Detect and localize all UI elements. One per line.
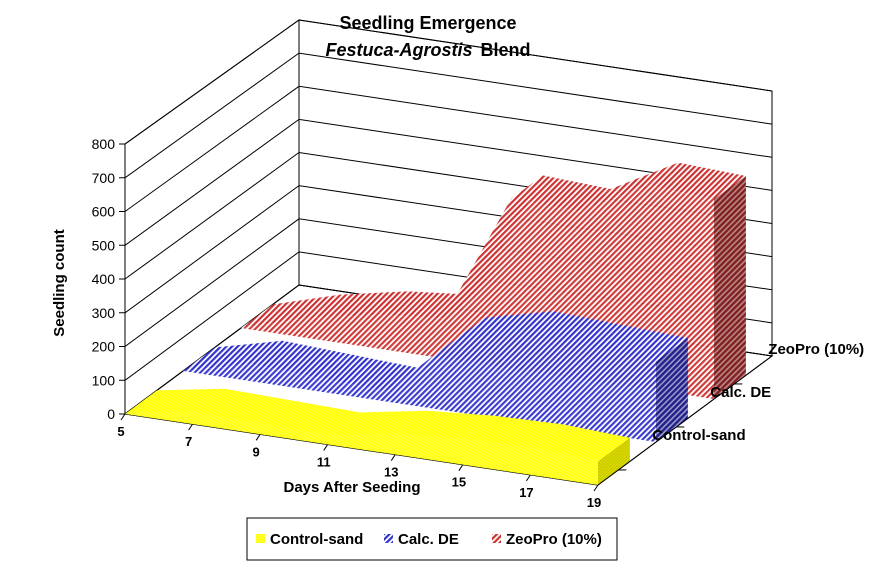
legend-swatch-control-sand: [256, 534, 265, 543]
x-tick-label: 19: [587, 495, 601, 510]
x-tick-mark: [593, 484, 599, 492]
y-tick-label: 500: [92, 237, 116, 253]
legend-swatch-calc-de: [384, 534, 393, 543]
x-tick-mark: [526, 474, 531, 482]
y-tick-label: 600: [92, 204, 116, 220]
surface-segment: [520, 311, 621, 348]
series-1-ribbon: [183, 311, 688, 442]
legend-swatch-zeopro: [492, 534, 501, 543]
end-cap: [598, 437, 630, 485]
surface-segment: [530, 424, 630, 462]
x-tick-mark: [458, 464, 464, 471]
end-cap: [656, 338, 688, 442]
legend-label-zeopro: ZeoPro (10%): [506, 531, 602, 548]
x-tick-mark: [120, 413, 126, 421]
gridline: [124, 85, 773, 212]
chart-subtitle-italic: Festuca-Agrostis: [325, 40, 472, 60]
x-tick-label: 5: [117, 424, 124, 439]
x-axis-tick-labels: 5 7 9 11 13 15 17 19: [117, 413, 601, 510]
y-tick-label: 700: [92, 170, 116, 186]
gridline: [124, 19, 773, 145]
series-surfaces: [125, 162, 746, 485]
series-axis-label: Control-sand: [652, 427, 745, 444]
legend-label-control-sand: Control-sand: [270, 531, 363, 548]
surface-segment: [260, 400, 360, 436]
y-tick-label: 400: [92, 271, 116, 287]
x-tick-mark: [390, 454, 396, 461]
x-tick-mark: [188, 423, 193, 431]
surface-segment: [318, 354, 418, 392]
front-face: [183, 334, 656, 442]
x-tick-label: 11: [317, 454, 331, 469]
chart-title: Seedling Emergence: [339, 13, 516, 33]
surface-segment: [462, 415, 563, 448]
surface-segment: [646, 162, 746, 199]
surface-segment: [125, 388, 225, 414]
gridline: [124, 118, 773, 246]
front-face: [125, 412, 598, 485]
x-tick-label: 7: [185, 434, 192, 449]
legend: Control-sand Calc. DE ZeoPro (10%): [246, 517, 618, 561]
surface-segment: [327, 410, 428, 436]
series-axis-label: ZeoPro (10%): [768, 341, 864, 358]
x-tick-mark: [255, 434, 261, 441]
surface-segment: [308, 291, 408, 319]
x-tick-label: 13: [384, 465, 398, 480]
surface-segment: [578, 162, 679, 212]
series-axis-labels: Control-sand Calc. DE ZeoPro (10%): [597, 341, 864, 486]
y-tick-label: 0: [107, 406, 115, 422]
surface-segment: [250, 340, 350, 378]
chart-subtitle-rest: Blend: [481, 40, 531, 60]
x-tick-mark: [323, 444, 329, 451]
y-tick-label: 200: [92, 339, 116, 355]
x-tick-label: 9: [253, 444, 260, 459]
depth-axis-line: [597, 355, 773, 486]
surface-segment: [241, 294, 341, 328]
y-axis-tick-labels: 0 100 200 300 400 500 600 700 800: [92, 136, 116, 422]
surface-segment: [183, 340, 283, 371]
y-tick-label: 800: [92, 136, 116, 152]
surface-segment: [588, 324, 688, 362]
surface-segment: [395, 410, 495, 440]
y-tick-label: 100: [92, 372, 116, 388]
y-axis-label: Seedling count: [51, 229, 68, 337]
x-axis-label: Days After Seeding: [284, 479, 421, 496]
legend-box: [246, 517, 618, 561]
series-axis-label: Calc. DE: [710, 384, 771, 401]
end-cap: [714, 176, 746, 399]
surface-segment: [453, 311, 553, 342]
gridline: [124, 52, 773, 179]
series-0-ribbon: [125, 388, 630, 485]
surface-segment: [192, 388, 292, 425]
y-tick-label: 300: [92, 305, 116, 321]
surface-segment: [511, 175, 611, 212]
x-tick-label: 15: [452, 475, 466, 490]
legend-label-calc-de: Calc. DE: [398, 531, 459, 548]
x-tick-label: 17: [519, 485, 533, 500]
chart-subtitle: Festuca-Agrostis Blend: [325, 40, 530, 60]
